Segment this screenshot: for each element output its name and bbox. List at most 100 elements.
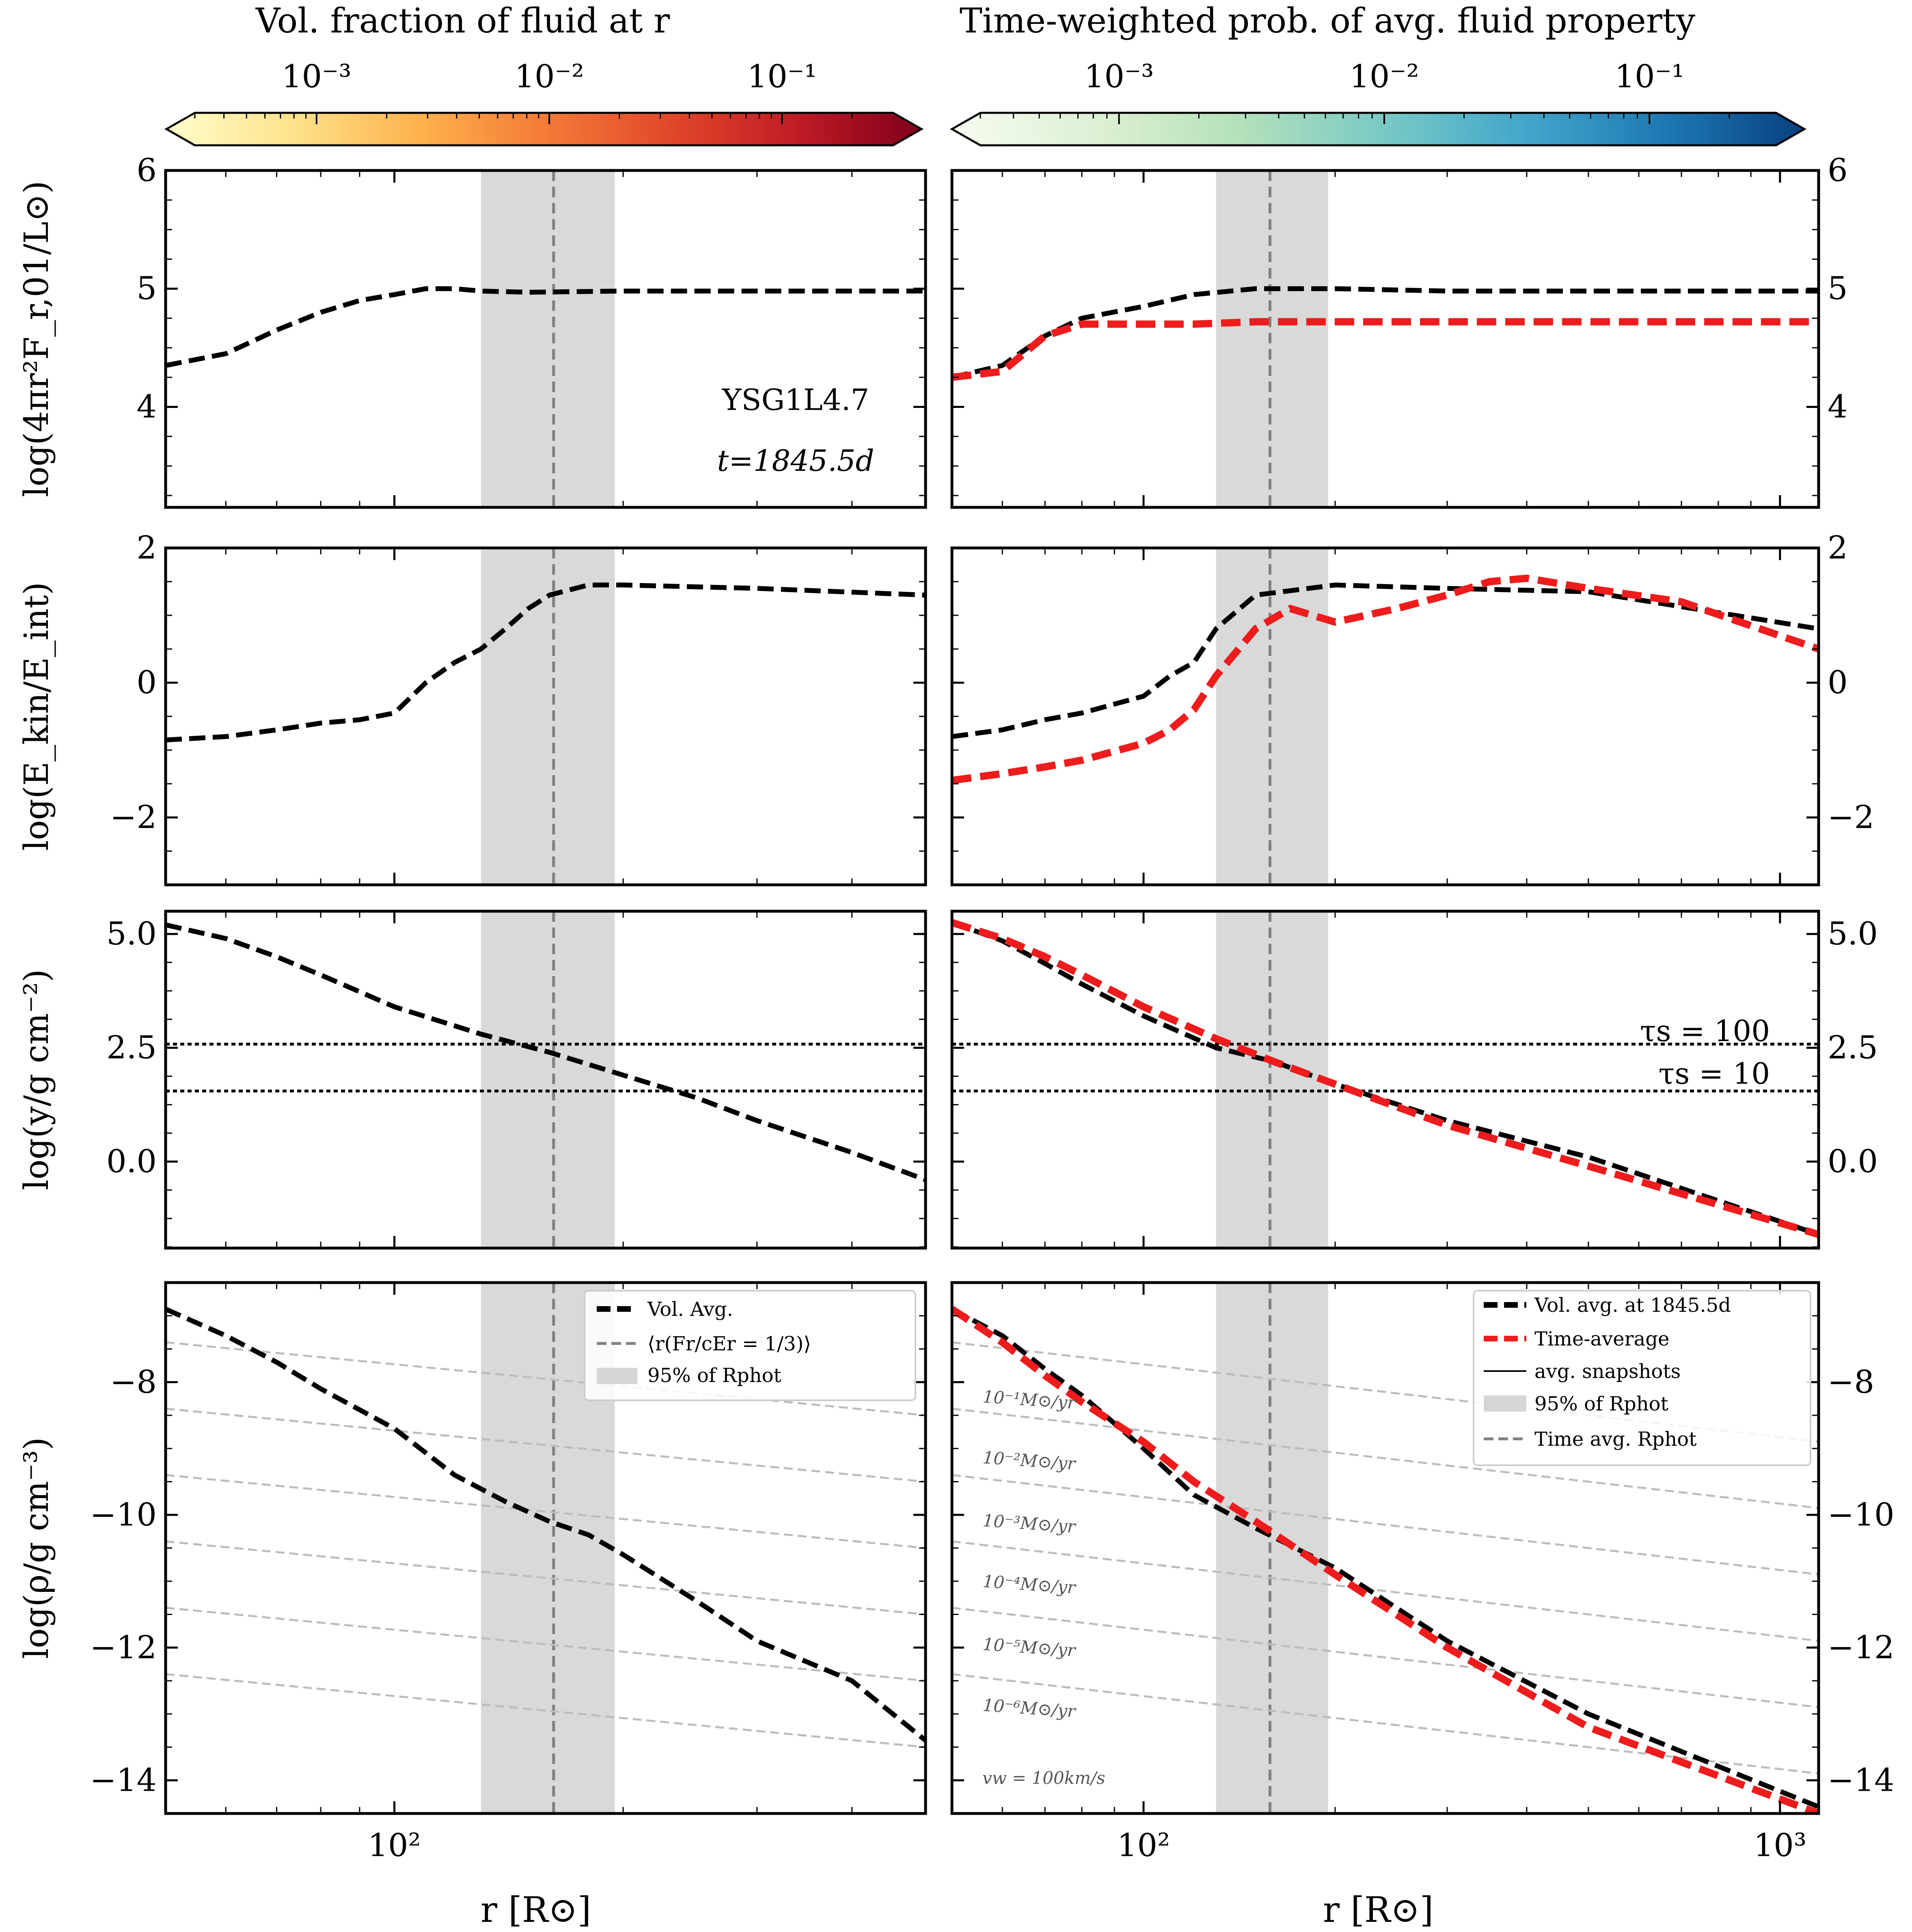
- time-average-line: [952, 318, 1819, 381]
- volume-average-line: [952, 920, 1819, 1237]
- y-tick-label: 4: [1828, 388, 1848, 425]
- panel-left-row3: 0.0 2.5 5.0: [106, 910, 927, 1250]
- y-tick-label: −10: [90, 1496, 157, 1533]
- panel-right-row4: −14 −12 −10 −8 10² 10³: [950, 1281, 1895, 1864]
- panel-frame: [164, 169, 927, 509]
- photosphere-band: [1216, 170, 1328, 507]
- colorbar-left-tick-label: 10⁻³: [282, 58, 352, 95]
- y-tick-label: 5.0: [106, 916, 157, 952]
- y-tick-label: 4: [136, 388, 157, 425]
- y-tick-label: −8: [110, 1364, 157, 1400]
- y-tick-label: −14: [1828, 1762, 1895, 1798]
- volume-average-line: [166, 582, 926, 743]
- colorbar-right-tick-label: 10⁻³: [1084, 58, 1154, 95]
- legend-right-item-4: Time avg. Rphot: [1534, 1428, 1697, 1451]
- y-tick-label: −2: [110, 799, 157, 836]
- y-tick-label: 5.0: [1828, 916, 1878, 952]
- photosphere-band: [1216, 911, 1328, 1248]
- panel-left-row2: −2 0 2: [110, 530, 927, 886]
- y-tick-label: −8: [1828, 1364, 1874, 1400]
- photosphere-band: [1216, 548, 1328, 885]
- mass-loss-line: [166, 1474, 926, 1549]
- y-tick-label: −10: [1828, 1496, 1895, 1533]
- tau-10-label: τs = 10: [1659, 1057, 1770, 1091]
- y-tick-label: 5: [136, 270, 157, 307]
- legend-right: Vol. avg. at 1845.5d Time-average avg. s…: [1473, 1290, 1811, 1466]
- mass-loss-line: [952, 1474, 1819, 1576]
- colorbar-left: 10⁻³ 10⁻² 10⁻¹: [164, 58, 924, 147]
- colorbar-left-bar: [164, 112, 924, 147]
- time-average-line: [952, 919, 1819, 1238]
- y-axis-label: log(y/g cm⁻²): [17, 969, 56, 1190]
- photosphere-band: [1216, 1283, 1328, 1813]
- legend-left-item-2: 95% of Rphot: [647, 1364, 781, 1387]
- y-axis-label: log(4πr²F_r,01/L⊙): [17, 181, 56, 497]
- photosphere-band: [481, 170, 615, 507]
- time-average-line: [952, 1306, 1819, 1813]
- volume-average-line: [952, 1307, 1819, 1809]
- mass-loss-line: [166, 1408, 926, 1483]
- panel-right-row1: 4 5 6: [950, 152, 1848, 509]
- y-tick-label: 6: [1828, 152, 1848, 189]
- x-tick-label: 10²: [368, 1827, 421, 1864]
- mass-loss-line: [166, 1341, 926, 1417]
- mass-loss-label: 10⁻³M⊙/yr: [982, 1510, 1077, 1537]
- y-tick-label: −12: [90, 1629, 157, 1666]
- x-tick-label: 10²: [1117, 1827, 1170, 1864]
- y-tick-label: −12: [1828, 1629, 1895, 1666]
- y-tick-label: 5: [1828, 270, 1848, 307]
- mass-loss-line: [952, 1341, 1819, 1443]
- colorbar-right: 10⁻³ 10⁻² 10⁻¹: [950, 58, 1807, 147]
- legend-left-item-1: ⟨r(Fr/cEr = 1/3)⟩: [647, 1333, 811, 1355]
- legend-left: Vol. Avg. ⟨r(Fr/cEr = 1/3)⟩ 95% of Rphot: [584, 1290, 916, 1401]
- legend-right-item-3: 95% of Rphot: [1534, 1393, 1668, 1415]
- mass-loss-label: 10⁻⁶M⊙/yr: [982, 1695, 1077, 1721]
- panel-right-row2: −2 0 2: [950, 530, 1874, 886]
- time-label: t=1845.5d: [717, 444, 874, 478]
- colorbar-right-tick-label: 10⁻²: [1349, 58, 1419, 95]
- colorbar-left-title: Vol. fraction of fluid at r: [255, 1, 671, 41]
- legend-right-item-1: Time-average: [1534, 1328, 1669, 1350]
- x-axis-label-left: r [R⊙]: [481, 1890, 591, 1930]
- mass-loss-label: 10⁻²M⊙/yr: [982, 1447, 1077, 1474]
- x-tick-label: 10³: [1754, 1827, 1807, 1864]
- volume-average-line: [166, 922, 926, 1182]
- photosphere-band: [481, 911, 615, 1248]
- legend-right-item-2: avg. snapshots: [1534, 1360, 1681, 1383]
- y-tick-label: 2: [136, 530, 157, 566]
- y-tick-label: −2: [1828, 799, 1874, 836]
- panel-right-row3: 0.0 2.5 5.0: [950, 910, 1878, 1250]
- y-axis-label: log(ρ/g cm⁻³): [17, 1437, 56, 1659]
- vw-label: vw = 100km/s: [982, 1768, 1105, 1788]
- tau-100-label: τs = 100: [1640, 1014, 1770, 1048]
- colorbar-right-tick-label: 10⁻¹: [1614, 58, 1684, 95]
- x-axis-label-right: r [R⊙]: [1323, 1890, 1433, 1930]
- panel-frame: [164, 910, 927, 1250]
- colorbar-right-title: Time-weighted prob. of avg. fluid proper…: [960, 1, 1696, 41]
- y-tick-label: 6: [136, 152, 157, 189]
- mass-loss-line: [952, 1540, 1819, 1642]
- mass-loss-line: [952, 1673, 1819, 1775]
- y-tick-label: 2: [1828, 530, 1848, 566]
- mass-loss-line: [166, 1673, 926, 1748]
- mass-loss-line: [952, 1408, 1819, 1509]
- photosphere-band: [481, 548, 615, 885]
- y-tick-label: 0: [136, 664, 157, 701]
- panel-frame: [950, 546, 1820, 886]
- panel-frame: [950, 910, 1820, 1250]
- model-label: YSG1L4.7: [722, 383, 870, 417]
- y-tick-label: −14: [90, 1762, 157, 1798]
- y-tick-label: 0.0: [1828, 1143, 1878, 1180]
- mass-loss-label: 10⁻¹M⊙/yr: [982, 1386, 1077, 1413]
- panel-frame: [950, 169, 1820, 509]
- volume-average-line: [952, 582, 1819, 739]
- y-tick-label: 0.0: [106, 1143, 157, 1180]
- volume-average-line: [166, 1307, 926, 1742]
- mass-loss-line: [166, 1540, 926, 1615]
- y-axis-label: log(E_kin/E_int): [17, 582, 56, 851]
- volume-average-line: [166, 286, 926, 368]
- colorbar-left-tick-label: 10⁻²: [514, 58, 584, 95]
- y-tick-label: 0: [1828, 664, 1848, 701]
- colorbar-left-tick-label: 10⁻¹: [747, 58, 817, 95]
